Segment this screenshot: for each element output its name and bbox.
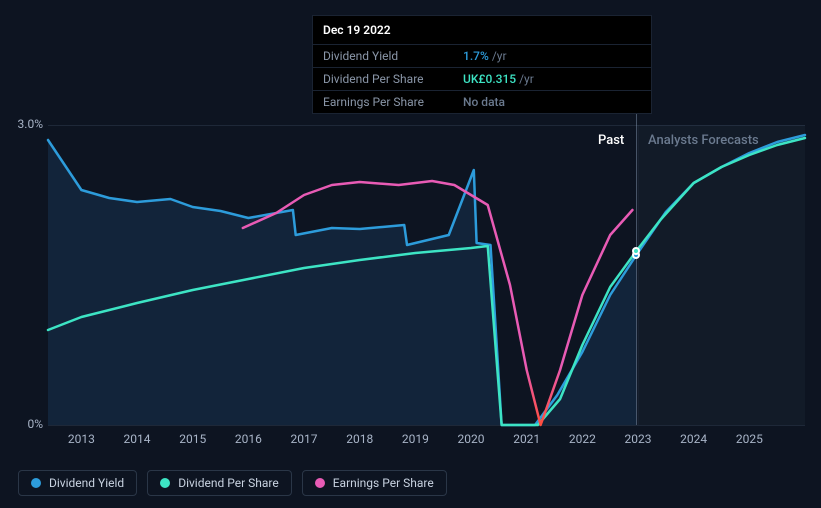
tooltip-unit: /yr xyxy=(519,72,534,86)
legend-item[interactable]: Dividend Per Share xyxy=(147,470,292,496)
legend-swatch xyxy=(315,478,325,488)
legend-label: Dividend Yield xyxy=(49,476,124,490)
x-tick-label: 2019 xyxy=(402,432,429,446)
tooltip-value: UK£0.315 xyxy=(463,72,516,86)
legend-item[interactable]: Earnings Per Share xyxy=(302,470,447,496)
tooltip-row: Earnings Per ShareNo data xyxy=(313,91,651,113)
y-tick-label: 0% xyxy=(3,417,43,431)
tooltip-value: 1.7% xyxy=(463,49,489,63)
x-tick-label: 2014 xyxy=(124,432,151,446)
legend-item[interactable]: Dividend Yield xyxy=(18,470,137,496)
tooltip-key: Earnings Per Share xyxy=(323,95,463,109)
cursor-line xyxy=(636,100,637,425)
tooltip-date: Dec 19 2022 xyxy=(313,16,651,45)
tooltip-row: Dividend Per ShareUK£0.315/yr xyxy=(313,68,651,91)
x-axis: 2013 2014 2015 2016 2017 2018 2019 2020 2021 2022… xyxy=(48,432,805,452)
x-tick-label: 2020 xyxy=(458,432,485,446)
x-tick-label: 2015 xyxy=(179,432,206,446)
x-tick-label: 2021 xyxy=(513,432,540,446)
chart-lines xyxy=(48,125,805,425)
tooltip-row: Dividend Yield1.7%/yr xyxy=(313,45,651,68)
gridline xyxy=(48,425,805,426)
legend-label: Earnings Per Share xyxy=(333,476,434,490)
legend-label: Dividend Per Share xyxy=(178,476,279,490)
x-tick-label: 2024 xyxy=(680,432,707,446)
x-tick-label: 2013 xyxy=(68,432,95,446)
x-tick-label: 2022 xyxy=(569,432,596,446)
y-tick-label: 3.0% xyxy=(3,117,43,131)
legend-swatch xyxy=(31,478,41,488)
x-tick-label: 2017 xyxy=(291,432,318,446)
x-tick-label: 2023 xyxy=(625,432,652,446)
dividend-chart: 0%3.0% Past Analysts Forecasts 201320142… xyxy=(0,0,821,508)
tooltip-key: Dividend Yield xyxy=(323,49,463,63)
x-tick-label: 2025 xyxy=(736,432,763,446)
legend: Dividend Yield Dividend Per Share Earnings… xyxy=(18,470,447,496)
tooltip-key: Dividend Per Share xyxy=(323,72,463,86)
x-tick-label: 2018 xyxy=(346,432,373,446)
x-tick-label: 2016 xyxy=(235,432,262,446)
tooltip-value: No data xyxy=(463,95,505,109)
tooltip-unit: /yr xyxy=(492,49,507,63)
legend-swatch xyxy=(160,478,170,488)
cursor-dot xyxy=(632,247,640,255)
tooltip: Dec 19 2022 Dividend Yield1.7%/yrDividen… xyxy=(312,15,652,114)
